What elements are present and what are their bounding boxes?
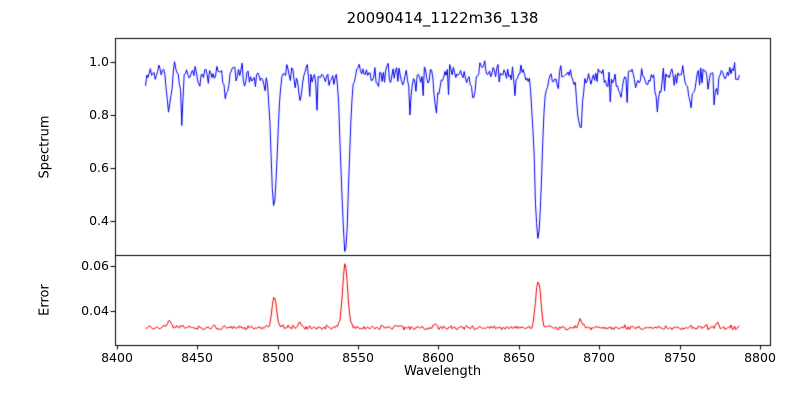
x-tick-label: 8550 bbox=[342, 350, 374, 365]
y-tick-label: 0.8 bbox=[89, 107, 109, 122]
y-tick-label: 1.0 bbox=[89, 54, 109, 69]
x-tick-label: 8650 bbox=[503, 350, 535, 365]
wavelength-axis-label: Wavelength bbox=[403, 364, 482, 379]
x-tick-label: 8450 bbox=[181, 350, 213, 365]
chart-title: 20090414_1122m36_138 bbox=[346, 9, 539, 27]
y-tick-label: 0.06 bbox=[81, 258, 109, 273]
x-tick-label: 8400 bbox=[101, 350, 133, 365]
x-tick-label: 8500 bbox=[262, 350, 294, 365]
y-tick-label: 0.04 bbox=[81, 303, 109, 318]
y-tick-label: 0.4 bbox=[89, 213, 109, 228]
y-tick-label: 0.6 bbox=[89, 160, 109, 175]
x-tick-label: 8800 bbox=[744, 350, 776, 365]
x-tick-label: 8750 bbox=[664, 350, 696, 365]
error-axis-label: Error bbox=[37, 284, 53, 316]
x-tick-label: 8600 bbox=[422, 350, 454, 365]
x-tick-label: 8700 bbox=[583, 350, 615, 365]
spectrum-axis-label: Spectrum bbox=[37, 115, 53, 179]
